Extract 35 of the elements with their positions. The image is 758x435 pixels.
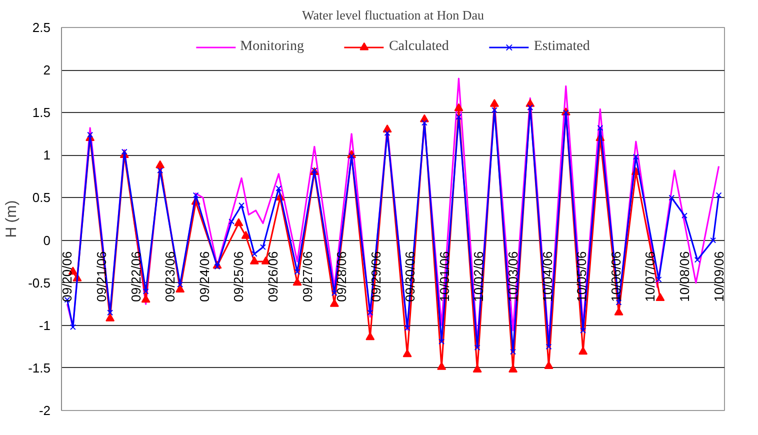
legend-label: Estimated: [534, 39, 590, 55]
legend-label: Monitoring: [240, 39, 304, 55]
x-tick-label: 09/28/06: [334, 251, 350, 302]
x-tick-label: 10/09/06: [711, 251, 726, 302]
x-tick-label: 09/26/06: [265, 251, 280, 302]
x-tick-label: 10/05/06: [574, 251, 590, 302]
x-tick-label: 10/03/06: [506, 251, 521, 302]
x-tick-label: 09/21/06: [94, 251, 110, 302]
x-tick-label: 10/06/06: [608, 251, 624, 302]
x-tick-label: 09/22/06: [128, 251, 144, 302]
y-tick-label: -2: [38, 403, 51, 418]
y-tick-label: 0.5: [32, 190, 51, 206]
x-tick-label: 10/07/06: [642, 251, 658, 302]
chart-title: Water level fluctuation at Hon Dau: [302, 8, 484, 22]
x-tick-label: 10/08/06: [676, 251, 692, 302]
y-tick-label: 2: [43, 62, 51, 78]
x-tick-label: 09/23/06: [162, 251, 178, 302]
y-tick-label: 0: [43, 232, 51, 248]
x-tick-label: 09/20/06: [60, 251, 75, 302]
x-tick-label: 10/02/06: [471, 251, 486, 302]
x-tick-label: 09/27/06: [300, 251, 315, 302]
y-tick-label: -1: [38, 318, 51, 333]
y-tick-label: -0.5: [28, 275, 51, 290]
y-tick-label: 1: [43, 148, 51, 163]
legend-label: Calculated: [388, 39, 449, 55]
y-tick-label: 2.5: [32, 20, 51, 35]
x-tick-label: 09/30/06: [402, 251, 418, 302]
x-tick-label: 10/01/06: [436, 251, 452, 302]
y-tick-label: 1.5: [32, 105, 51, 120]
y-axis-title: H (m): [3, 200, 20, 238]
x-tick-label: 09/25/06: [231, 251, 246, 302]
x-tick-label: 10/04/06: [540, 251, 555, 302]
x-tick-label: 09/29/06: [368, 251, 384, 302]
y-tick-label: -1.5: [28, 360, 51, 376]
x-tick-label: 09/24/06: [196, 251, 212, 302]
